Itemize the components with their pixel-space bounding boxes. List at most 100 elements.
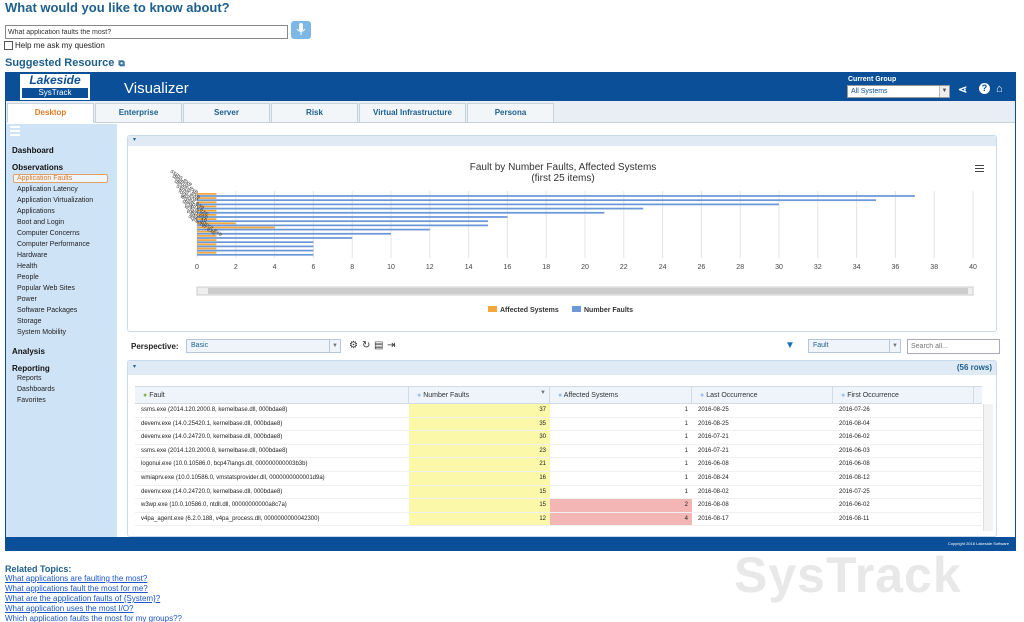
sidebar-item-application-latency[interactable]: Application Latency — [17, 186, 78, 193]
sidebar-item-popular-web-sites[interactable]: Popular Web Sites — [17, 285, 75, 292]
table-cell: 2016-06-02 — [839, 502, 870, 509]
table-row[interactable]: logonui.exe (10.0.10586.0, bcp47langs.dl… — [135, 458, 982, 472]
grid-scrollbar[interactable] — [983, 404, 993, 531]
sidebar-item-favorites[interactable]: Favorites — [17, 397, 46, 404]
x-tick-label: 36 — [892, 264, 900, 271]
sidebar-item-people[interactable]: People — [17, 274, 39, 281]
sidebar-dashboard[interactable]: Dashboard — [12, 146, 54, 155]
bar-affected-systems — [197, 201, 217, 204]
sidebar-item-hardware[interactable]: Hardware — [17, 252, 48, 259]
table-cell: 21 — [409, 458, 550, 471]
sidebar-item-application-virtualization[interactable]: Application Virtualization — [17, 197, 94, 204]
bar-number-faults — [197, 216, 508, 218]
tab-virtual-infrastructure[interactable]: Virtual Infrastructure — [359, 103, 466, 123]
fault-select[interactable]: Fault ▼ — [808, 339, 901, 353]
table-row[interactable]: devenv.exe (14.0.25420.1, kernelbase.dll… — [135, 417, 982, 432]
microphone-icon — [296, 23, 306, 35]
sidebar-item-software-packages[interactable]: Software Packages — [17, 307, 78, 314]
table-row[interactable]: v4pa_agent.exe (6.2.0.188, v4pa_process.… — [135, 512, 982, 527]
table-row[interactable]: ssms.exe (2014.120.2000.8, kernelbase.dl… — [135, 404, 982, 418]
related-link[interactable]: What are the application faults of {Syst… — [5, 594, 161, 603]
search-input[interactable] — [907, 339, 1000, 354]
grid-collapse-icon[interactable]: ▾ — [133, 364, 137, 370]
table-row[interactable]: wmiaprv.exe (10.0.10586.0, vmstatsprovid… — [135, 471, 982, 486]
sidebar-item-health[interactable]: Health — [17, 263, 38, 270]
bar-affected-systems — [197, 222, 236, 225]
col-affected-systems[interactable]: ● Affected Systems — [550, 387, 692, 403]
related-link[interactable]: What applications are faulting the most? — [5, 574, 148, 583]
sidebar-item-computer-performance[interactable]: Computer Performance — [17, 241, 90, 248]
chart-menu-icon[interactable] — [975, 165, 984, 174]
table-row[interactable]: w3wp.exe (10.0.10586.0, ntdll.dll, 00000… — [135, 499, 982, 513]
home-icon[interactable]: ⌂ — [996, 83, 1003, 95]
bar-affected-systems — [197, 205, 217, 208]
sidebar-item-power[interactable]: Power — [17, 296, 37, 303]
settings-icon[interactable]: ⚙ — [349, 340, 358, 351]
x-tick-label: 40 — [969, 264, 977, 271]
sidebar-item-dashboards[interactable]: Dashboards — [17, 386, 55, 393]
chart-panel-collapse-icon[interactable]: ▾ — [128, 136, 996, 146]
bar-number-faults — [197, 232, 391, 235]
export-icon[interactable]: ⇥ — [387, 340, 396, 351]
app-footer: Copyright 2016 Lakeside Software — [6, 537, 1015, 551]
tab-server[interactable]: Server — [183, 103, 270, 123]
report-icon[interactable]: ▤ — [374, 340, 384, 351]
ask-checkbox[interactable] — [4, 41, 13, 50]
sidebar-item-applications[interactable]: Applications — [17, 208, 55, 215]
sidebar-item-application-faults[interactable]: Application Faults — [13, 174, 108, 183]
related-link[interactable]: What applications fault the most for me? — [5, 584, 148, 593]
table-row[interactable]: devenv.exe (14.0.24720.0, kernelbase.dll… — [135, 485, 982, 500]
sidebar-item-storage[interactable]: Storage — [17, 318, 42, 325]
sidebar-item-boot-and-login[interactable]: Boot and Login — [17, 219, 65, 226]
table-row[interactable]: ssms.exe (2014.120.2000.8, kernelbase.dl… — [135, 444, 982, 459]
related-link[interactable]: Which application faults the most for my… — [5, 614, 182, 622]
app-title: Visualizer — [124, 80, 189, 97]
related-link[interactable]: What application uses the most I/O? — [5, 604, 134, 613]
sidebar-reporting[interactable]: Reporting — [12, 364, 50, 373]
table-cell: 2016-07-21 — [698, 434, 729, 441]
x-tick-label: 30 — [775, 264, 783, 271]
question-input[interactable] — [5, 25, 288, 39]
sidebar-item-reports[interactable]: Reports — [17, 375, 42, 382]
table-cell: 1 — [684, 434, 688, 441]
microphone-button[interactable] — [291, 21, 311, 39]
sidebar-item-computer-concerns[interactable]: Computer Concerns — [17, 230, 80, 237]
tab-enterprise[interactable]: Enterprise — [95, 103, 182, 123]
col-fault[interactable]: ● Fault — [135, 387, 409, 403]
sidebar-observations[interactable]: Observations — [12, 163, 64, 172]
table-cell: w3wp.exe (10.0.10586.0, ntdll.dll, 00000… — [141, 502, 287, 509]
table-cell: 23 — [409, 444, 550, 458]
ask-question-row[interactable]: Help me ask my question — [4, 41, 105, 50]
share-icon[interactable]: ⋖ — [958, 84, 968, 96]
bar-affected-systems — [197, 218, 217, 220]
row-count: (56 rows) — [956, 363, 992, 372]
fault-select-value: Fault — [813, 342, 829, 349]
col-first-occurrence[interactable]: ● First Occurrence — [833, 387, 974, 403]
hamburger-icon[interactable] — [10, 126, 20, 138]
col-number-faults[interactable]: ● Number Faults ▼ — [409, 387, 550, 403]
refresh-icon[interactable]: ↻ — [362, 340, 371, 351]
col-affected-systems-label: Affected Systems — [563, 392, 619, 399]
tab-persona[interactable]: Persona — [467, 103, 554, 123]
sidebar-analysis[interactable]: Analysis — [12, 347, 45, 356]
x-tick-label: 18 — [542, 264, 550, 271]
perspective-value: Basic — [191, 342, 209, 349]
current-group-select[interactable]: All Systems ▼ — [847, 85, 950, 98]
table-row[interactable]: devenv.exe (14.0.24720.0, kernelbase.dll… — [135, 431, 982, 445]
tab-risk[interactable]: Risk — [271, 103, 358, 123]
bar-number-faults — [197, 224, 488, 227]
suggested-resource-link[interactable]: Suggested Resource ⧉ — [5, 57, 125, 69]
x-tick-label: 34 — [853, 264, 861, 271]
table-cell: 35 — [409, 417, 550, 431]
tab-desktop[interactable]: Desktop — [7, 103, 94, 123]
systrack-watermark: SysTrack — [734, 547, 962, 603]
col-last-occurrence[interactable]: ● Last Occurrence — [692, 387, 833, 403]
help-icon[interactable]: ? — [979, 83, 990, 94]
sidebar-item-system-mobility[interactable]: System Mobility — [17, 329, 67, 336]
table-cell: devenv.exe (14.0.24720.0, kernelbase.dll… — [141, 434, 283, 441]
perspective-select[interactable]: Basic ▼ — [186, 339, 341, 353]
chart-scrollbar-thumb — [208, 288, 968, 294]
filter-icon[interactable]: ▼ — [785, 340, 795, 351]
question-title: What would you like to know about? — [5, 0, 230, 15]
x-tick-label: 38 — [930, 264, 938, 271]
